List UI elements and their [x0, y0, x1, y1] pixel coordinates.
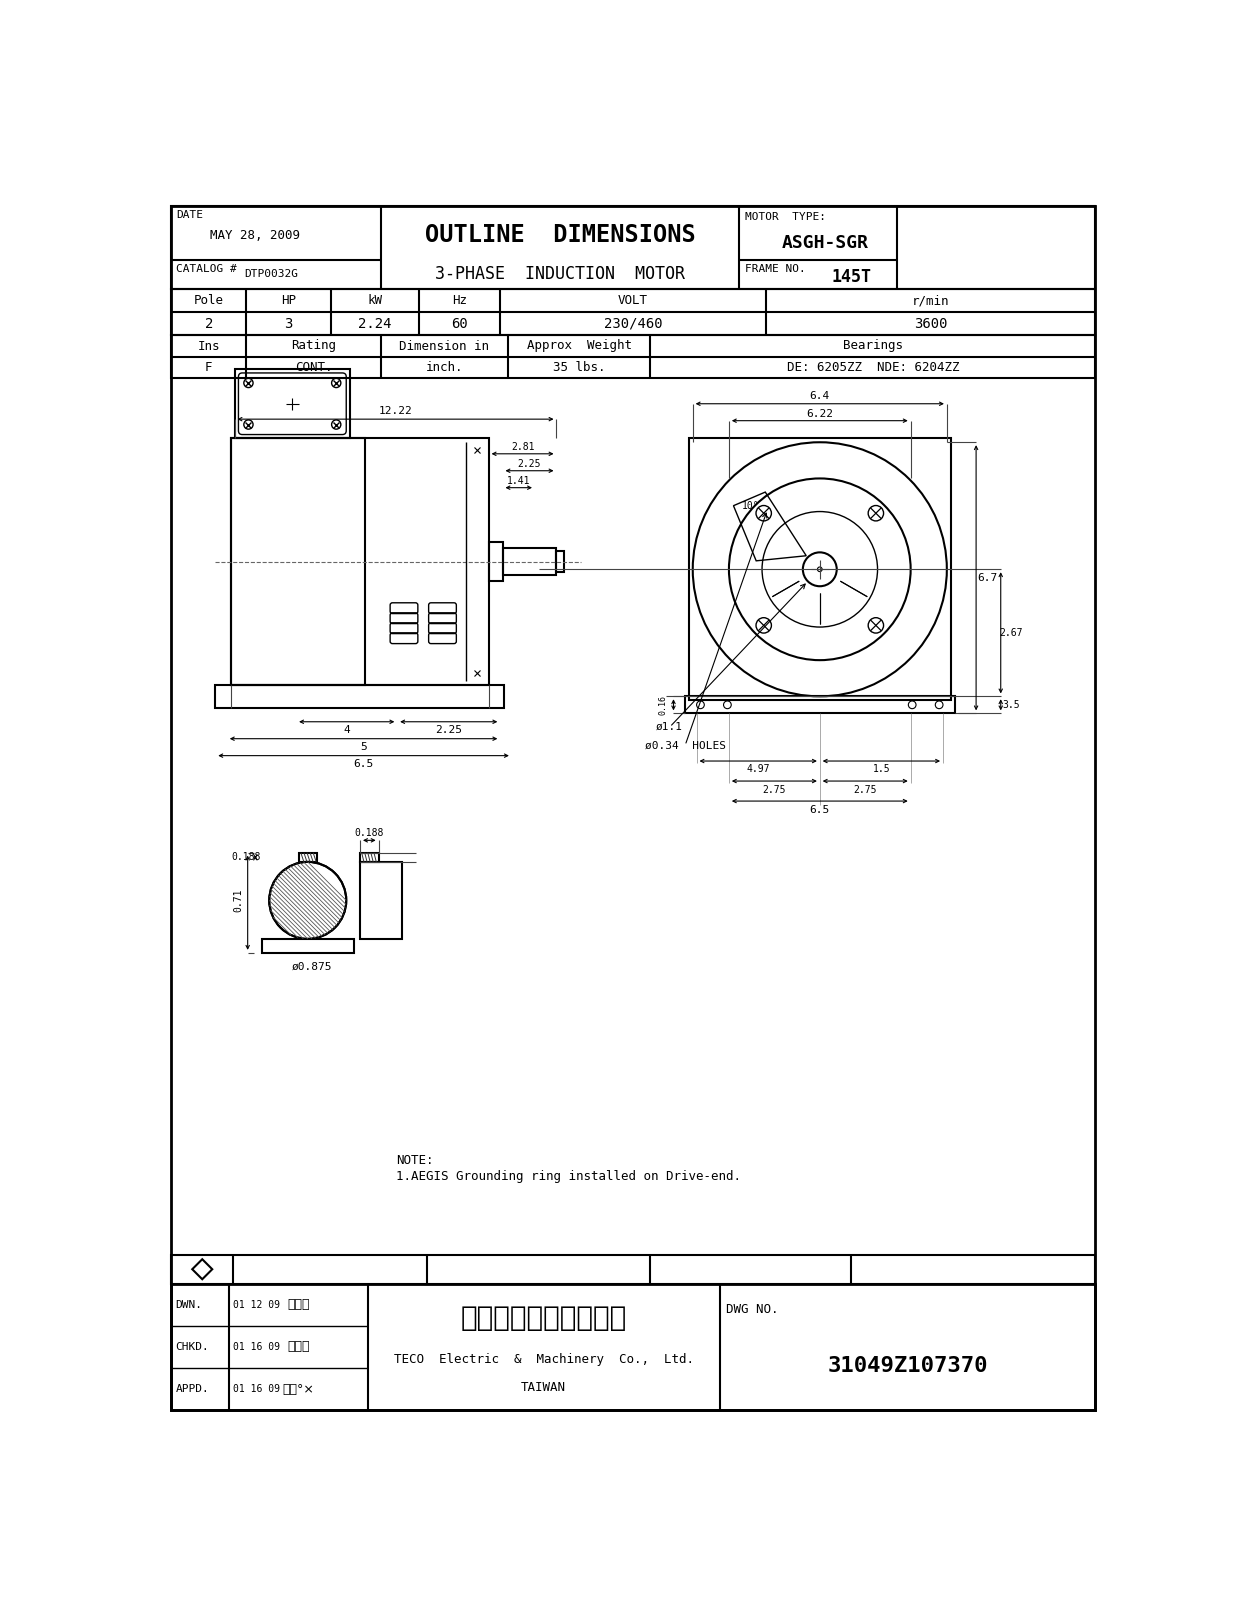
Bar: [172, 1283, 1095, 1410]
Bar: [685, 696, 954, 714]
Text: 60: 60: [451, 317, 468, 331]
Text: Bearings: Bearings: [843, 339, 904, 352]
Text: 230/460: 230/460: [603, 317, 662, 331]
Text: 3600: 3600: [913, 317, 948, 331]
Bar: [172, 1254, 1095, 1283]
Text: 01 12 09: 01 12 09: [234, 1299, 281, 1310]
Text: OUTLINE  DIMENSIONS: OUTLINE DIMENSIONS: [424, 222, 696, 246]
Text: 0.188: 0.188: [231, 853, 261, 862]
Bar: [503, 547, 556, 576]
Text: DTP0032G: DTP0032G: [245, 269, 299, 280]
Text: 1.41: 1.41: [507, 475, 530, 486]
Text: Dimension in: Dimension in: [399, 339, 489, 352]
Bar: [556, 550, 564, 573]
Bar: [231, 438, 366, 685]
Text: 6.4: 6.4: [810, 390, 829, 402]
Bar: [262, 939, 353, 952]
Text: TECO  Electric  &  Machinery  Co.,  Ltd.: TECO Electric & Machinery Co., Ltd.: [394, 1354, 693, 1366]
Bar: [299, 853, 316, 862]
Text: 2.81: 2.81: [510, 442, 534, 451]
Text: 4.97: 4.97: [747, 765, 770, 774]
Text: 6.5: 6.5: [810, 805, 829, 814]
Text: 6.7: 6.7: [976, 573, 997, 582]
Text: 1.5: 1.5: [873, 765, 890, 774]
Text: 3.5: 3.5: [1002, 699, 1021, 710]
Bar: [172, 206, 1095, 290]
Text: 10°: 10°: [742, 501, 759, 510]
Text: VOLT: VOLT: [618, 294, 648, 307]
Bar: [231, 438, 488, 685]
Text: TAIWAN: TAIWAN: [522, 1381, 566, 1394]
Text: HP: HP: [281, 294, 295, 307]
Bar: [360, 853, 378, 862]
Text: 3: 3: [284, 317, 293, 331]
Bar: [215, 685, 504, 707]
Text: Pole: Pole: [194, 294, 224, 307]
Text: Hz: Hz: [452, 294, 467, 307]
Bar: [688, 438, 950, 701]
Bar: [235, 370, 350, 438]
Text: 陳敝元: 陳敝元: [287, 1341, 310, 1354]
Text: r/min: r/min: [912, 294, 949, 307]
Text: F: F: [205, 362, 213, 374]
Bar: [172, 336, 1095, 378]
Text: 12.22: 12.22: [378, 406, 413, 416]
Text: 4: 4: [344, 725, 350, 736]
Text: 01 16 09: 01 16 09: [234, 1342, 281, 1352]
Text: DATE: DATE: [176, 211, 203, 221]
Text: DE: 6205ZZ  NDE: 6204ZZ: DE: 6205ZZ NDE: 6204ZZ: [786, 362, 959, 374]
Bar: [172, 290, 1095, 336]
Bar: [488, 542, 503, 581]
Text: 01 16 09: 01 16 09: [234, 1384, 281, 1394]
Text: CATALOG #: CATALOG #: [176, 264, 237, 274]
Text: 0.71: 0.71: [234, 888, 243, 912]
Text: Ins: Ins: [198, 339, 220, 352]
Text: 2.25: 2.25: [518, 459, 541, 469]
Text: 2.24: 2.24: [358, 317, 392, 331]
Text: 2.67: 2.67: [1000, 627, 1023, 638]
Text: MAY 28, 2009: MAY 28, 2009: [210, 229, 300, 242]
Text: 陳奋元: 陳奋元: [287, 1299, 310, 1312]
Text: DWG NO.: DWG NO.: [726, 1302, 779, 1315]
Text: 5: 5: [360, 742, 367, 752]
Text: ø1.1: ø1.1: [656, 722, 684, 733]
Text: Approx  Weight: Approx Weight: [527, 339, 632, 352]
Text: kW: kW: [367, 294, 383, 307]
Text: inch.: inch.: [425, 362, 464, 374]
Text: DWN.: DWN.: [176, 1299, 203, 1310]
Text: 6.22: 6.22: [806, 408, 833, 419]
Text: NOTE:: NOTE:: [397, 1155, 434, 1168]
Text: 2.25: 2.25: [435, 725, 462, 736]
Text: ø0.875: ø0.875: [292, 962, 331, 971]
Text: CHKD.: CHKD.: [176, 1342, 209, 1352]
Text: 6.5: 6.5: [353, 758, 373, 770]
Text: 0.16: 0.16: [659, 694, 667, 715]
Text: ø0.34  HOLES: ø0.34 HOLES: [644, 741, 726, 750]
Text: 東元電機股份有限公司: 東元電機股份有限公司: [461, 1304, 627, 1331]
Text: 0.188: 0.188: [355, 829, 384, 838]
Text: FRAME NO.: FRAME NO.: [745, 264, 806, 274]
Text: 31049Z107370: 31049Z107370: [827, 1355, 988, 1376]
Circle shape: [269, 862, 346, 939]
Text: ASGH-SGR: ASGH-SGR: [782, 234, 869, 251]
Text: APPD.: APPD.: [176, 1384, 209, 1394]
Text: 2.75: 2.75: [763, 784, 786, 795]
Text: CONT.: CONT.: [294, 362, 332, 374]
Text: 35 lbs.: 35 lbs.: [552, 362, 606, 374]
Text: 3-PHASE  INDUCTION  MOTOR: 3-PHASE INDUCTION MOTOR: [435, 266, 685, 283]
Text: MOTOR  TYPE:: MOTOR TYPE:: [745, 213, 826, 222]
Text: 2: 2: [205, 317, 213, 331]
Bar: [360, 862, 403, 939]
Text: Rating: Rating: [290, 339, 336, 352]
Text: 蔡明°×: 蔡明°×: [283, 1382, 314, 1395]
Text: 145T: 145T: [832, 267, 871, 286]
Text: 2.75: 2.75: [854, 784, 878, 795]
Text: 1.AEGIS Grounding ring installed on Drive-end.: 1.AEGIS Grounding ring installed on Driv…: [397, 1170, 742, 1182]
